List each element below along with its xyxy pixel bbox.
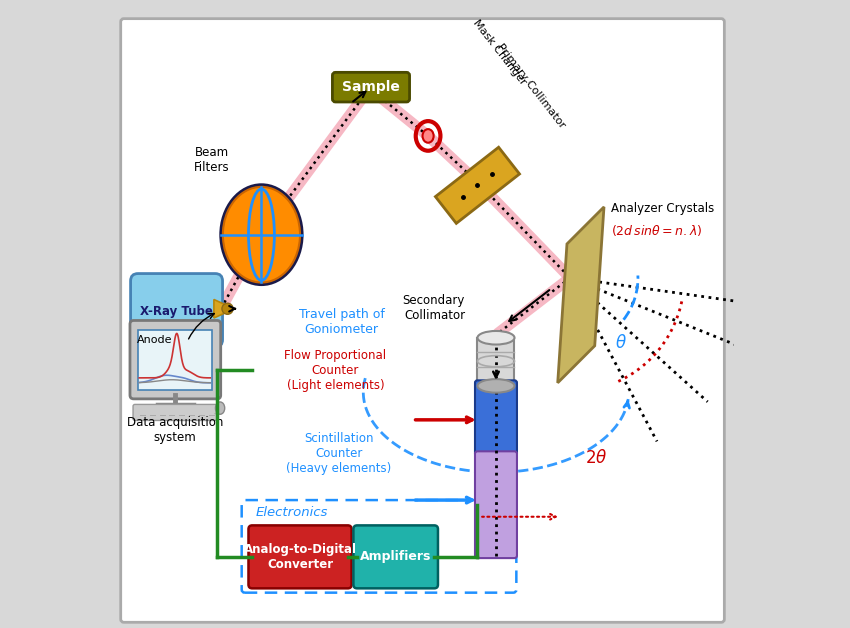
- Text: $2\theta$: $2\theta$: [586, 449, 608, 467]
- Ellipse shape: [478, 331, 514, 345]
- Text: Mask Changer: Mask Changer: [471, 18, 528, 87]
- FancyBboxPatch shape: [130, 320, 221, 399]
- Bar: [138, 330, 212, 390]
- Text: Primary Collimator: Primary Collimator: [496, 41, 567, 130]
- Text: Secondary
Collimator: Secondary Collimator: [403, 295, 465, 322]
- Text: $(2d\,sin\theta = n.\lambda)$: $(2d\,sin\theta = n.\lambda)$: [611, 223, 703, 237]
- Text: Sample: Sample: [342, 80, 400, 94]
- FancyBboxPatch shape: [475, 452, 517, 558]
- Text: $\theta$: $\theta$: [615, 333, 627, 352]
- Polygon shape: [214, 300, 228, 318]
- Text: X-Ray Tube: X-Ray Tube: [140, 305, 213, 318]
- Ellipse shape: [223, 187, 300, 283]
- Text: Electronics: Electronics: [255, 506, 327, 519]
- FancyBboxPatch shape: [354, 526, 438, 588]
- FancyBboxPatch shape: [475, 381, 517, 457]
- Text: Data acquisition
system: Data acquisition system: [127, 416, 224, 445]
- Ellipse shape: [478, 379, 514, 392]
- Ellipse shape: [215, 402, 224, 414]
- Text: Analyzer Crystals: Analyzer Crystals: [611, 202, 715, 215]
- Ellipse shape: [222, 303, 233, 314]
- Text: Flow Proportional
Counter
(Light elements): Flow Proportional Counter (Light element…: [285, 349, 387, 392]
- Text: Amplifiers: Amplifiers: [360, 550, 431, 563]
- FancyBboxPatch shape: [131, 274, 223, 347]
- Text: Scintillation
Counter
(Heavy elements): Scintillation Counter (Heavy elements): [286, 432, 391, 475]
- Text: Analog-to-Digital
Converter: Analog-to-Digital Converter: [243, 543, 356, 571]
- FancyBboxPatch shape: [248, 526, 352, 588]
- Polygon shape: [558, 207, 604, 383]
- FancyBboxPatch shape: [332, 72, 410, 102]
- Text: Travel path of
Goniometer: Travel path of Goniometer: [298, 308, 384, 337]
- Text: Beam
Filters: Beam Filters: [195, 146, 230, 174]
- FancyBboxPatch shape: [133, 404, 217, 421]
- Text: Anode: Anode: [137, 335, 173, 345]
- Bar: [478, 338, 514, 386]
- Ellipse shape: [221, 185, 302, 284]
- Polygon shape: [435, 147, 519, 224]
- Ellipse shape: [422, 129, 434, 143]
